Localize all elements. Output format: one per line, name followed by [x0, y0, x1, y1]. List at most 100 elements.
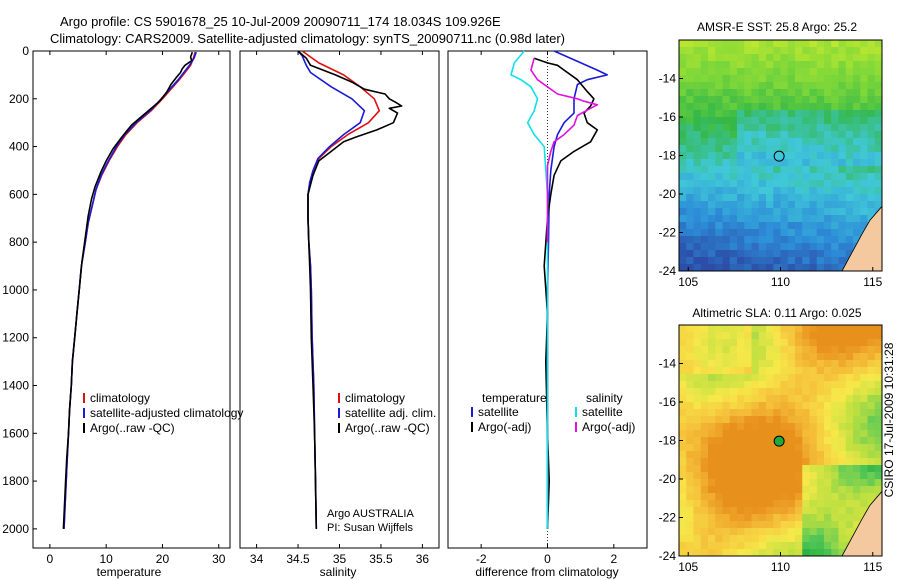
map-x-tick-label: 115 — [863, 560, 882, 574]
map-cell — [867, 110, 876, 118]
map-cell — [729, 479, 738, 487]
map-cell — [758, 40, 767, 48]
map-cell — [729, 493, 738, 501]
map-cell — [802, 243, 810, 251]
map-cell — [824, 89, 832, 97]
map-cell — [824, 451, 832, 459]
map-cell — [686, 138, 694, 146]
map-cell — [795, 472, 803, 480]
map-cell — [795, 208, 803, 216]
map-cell — [737, 222, 745, 230]
map-cell — [860, 486, 868, 494]
map-cell — [824, 507, 832, 515]
map-cell — [809, 500, 818, 508]
map-cell — [874, 54, 883, 62]
map-cell — [780, 180, 789, 188]
map-cell — [816, 166, 825, 174]
map-cell — [838, 145, 847, 153]
map-cell — [700, 243, 709, 251]
map-cell — [787, 339, 796, 347]
map-cell — [809, 180, 818, 188]
map-cell — [722, 367, 731, 375]
map-cell — [686, 180, 694, 188]
map-cell — [853, 353, 861, 361]
map-cell — [853, 180, 861, 188]
map-cell — [802, 152, 810, 160]
map-cell — [867, 423, 876, 431]
map-cell — [693, 353, 702, 361]
map-cell — [809, 514, 818, 522]
map-cell — [729, 222, 738, 230]
map-cell — [700, 145, 709, 153]
map-cell — [744, 444, 752, 452]
map-cell — [766, 500, 774, 508]
map-cell — [787, 61, 796, 69]
map-cell — [693, 166, 702, 174]
map-cell — [824, 346, 832, 354]
map-cell — [795, 339, 803, 347]
map-cell — [758, 82, 767, 90]
map-cell — [744, 201, 752, 209]
map-cell — [729, 451, 738, 459]
map-cell — [816, 542, 825, 550]
map-cell — [867, 173, 876, 181]
map-cell — [722, 47, 731, 55]
map-cell — [700, 381, 709, 389]
map-cell — [729, 152, 738, 160]
map-cell — [700, 159, 709, 167]
map-cell — [686, 222, 694, 230]
map-cell — [874, 458, 883, 466]
map-cell — [838, 166, 847, 174]
map-cell — [816, 402, 825, 410]
map-cell — [780, 201, 789, 209]
map-cell — [679, 187, 687, 195]
map-cell — [867, 89, 876, 97]
map-cell — [715, 437, 723, 445]
map-cell — [744, 54, 752, 62]
map-cell — [722, 166, 731, 174]
map-cell — [700, 395, 709, 403]
map-cell — [831, 472, 839, 480]
map-cell — [853, 166, 861, 174]
map-cell — [744, 479, 752, 487]
map-cell — [838, 103, 847, 111]
map-cell — [809, 325, 818, 333]
map-cell — [831, 339, 839, 347]
map-cell — [715, 325, 723, 333]
map-cell — [773, 409, 781, 417]
map-cell — [758, 201, 767, 209]
map-cell — [780, 521, 789, 529]
map-cell — [693, 117, 702, 125]
map-cell — [744, 388, 752, 396]
map-cell — [860, 374, 868, 382]
map-cell — [838, 374, 847, 382]
map-cell — [751, 124, 760, 132]
map-cell — [693, 54, 702, 62]
map-cell — [773, 381, 781, 389]
map-cell — [751, 353, 760, 361]
map-cell — [729, 542, 738, 550]
map-cell — [773, 472, 781, 480]
map-cell — [744, 542, 752, 550]
map-cell — [686, 458, 694, 466]
map-cell — [787, 528, 796, 536]
map-cell — [737, 458, 745, 466]
map-cell — [802, 465, 810, 473]
map-cell — [715, 493, 723, 501]
map-cell — [802, 339, 810, 347]
map-cell — [780, 395, 789, 403]
map-cell — [722, 201, 731, 209]
map-cell — [737, 40, 745, 48]
map-cell — [737, 367, 745, 375]
map-cell — [729, 117, 738, 125]
map-cell — [860, 465, 868, 473]
map-cell — [766, 346, 774, 354]
map-cell — [831, 423, 839, 431]
map-cell — [729, 180, 738, 188]
map-cell — [708, 430, 716, 438]
map-cell — [874, 166, 883, 174]
map-cell — [860, 187, 868, 195]
map-cell — [860, 96, 868, 104]
map-y-tick-label: -16 — [659, 395, 677, 409]
map-cell — [809, 458, 818, 466]
